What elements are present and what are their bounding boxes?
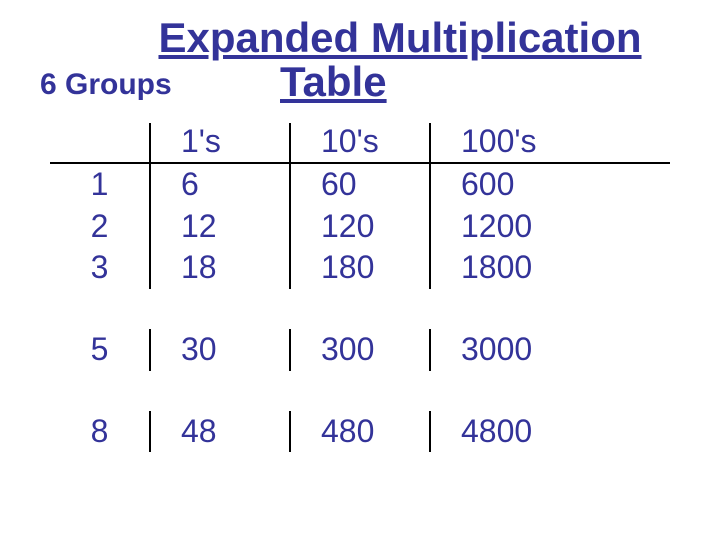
title-line1: Expanded Multiplication [80,15,720,61]
cell-ones: 48 [150,411,290,453]
row-label: 8 [50,411,150,453]
section-gap [50,289,670,329]
row-label: 5 [50,329,150,371]
table-row: 8 48 480 4800 [50,411,670,453]
cell-extra [570,411,670,453]
row-label: 2 [50,206,150,248]
row-label: 1 [50,163,150,206]
table-row: 3 18 180 1800 [50,247,670,289]
cell-tens: 60 [290,163,430,206]
cell-hundreds: 3000 [430,329,570,371]
table-header-row: 1's 10's 100's [50,123,670,163]
header-hundreds: 100's [430,123,570,163]
header-ones: 1's [150,123,290,163]
cell-hundreds: 1200 [430,206,570,248]
table-row: 5 30 300 3000 [50,329,670,371]
cell-extra [570,247,670,289]
cell-extra [570,329,670,371]
header-empty [50,123,150,163]
section-gap [50,371,670,411]
header-tens: 10's [290,123,430,163]
cell-extra [570,163,670,206]
multiplication-table: 1's 10's 100's 1 6 60 600 2 12 120 1200 … [40,123,680,452]
cell-tens: 300 [290,329,430,371]
title-line2: Table [280,58,387,106]
table-row: 2 12 120 1200 [50,206,670,248]
cell-hundreds: 4800 [430,411,570,453]
cell-tens: 180 [290,247,430,289]
slide-container: Expanded Multiplication 6 Groups Table 1… [0,0,720,467]
subtitle: 6 Groups [40,68,172,102]
cell-ones: 6 [150,163,290,206]
cell-ones: 12 [150,206,290,248]
cell-ones: 30 [150,329,290,371]
table-row: 1 6 60 600 [50,163,670,206]
cell-tens: 480 [290,411,430,453]
cell-ones: 18 [150,247,290,289]
header-extra [570,123,670,163]
cell-extra [570,206,670,248]
cell-tens: 120 [290,206,430,248]
row-label: 3 [50,247,150,289]
cell-hundreds: 1800 [430,247,570,289]
cell-hundreds: 600 [430,163,570,206]
